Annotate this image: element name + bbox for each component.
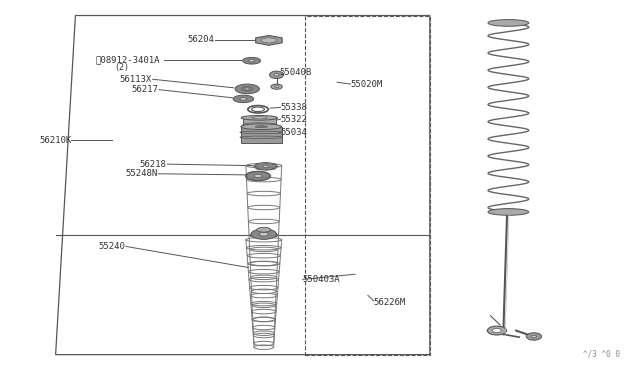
Ellipse shape — [244, 88, 250, 90]
Ellipse shape — [488, 20, 529, 26]
Ellipse shape — [241, 115, 278, 120]
Ellipse shape — [251, 229, 276, 239]
Text: 56113X: 56113X — [120, 75, 152, 84]
Text: 55338: 55338 — [280, 103, 307, 112]
Ellipse shape — [274, 74, 279, 76]
Ellipse shape — [233, 95, 253, 103]
Ellipse shape — [526, 333, 541, 340]
Ellipse shape — [241, 124, 282, 129]
Text: 55322: 55322 — [280, 115, 307, 124]
Text: 56210K: 56210K — [39, 136, 71, 145]
Text: 550403A: 550403A — [303, 275, 340, 284]
Text: ^/3 ^0 0: ^/3 ^0 0 — [583, 349, 620, 358]
Polygon shape — [241, 127, 282, 143]
Polygon shape — [255, 35, 282, 45]
Ellipse shape — [246, 171, 269, 180]
Ellipse shape — [531, 335, 536, 338]
Text: 56217: 56217 — [132, 85, 159, 94]
Ellipse shape — [488, 209, 529, 215]
Ellipse shape — [263, 166, 269, 167]
Text: 55020M: 55020M — [351, 80, 383, 89]
Ellipse shape — [252, 117, 267, 119]
Ellipse shape — [275, 86, 278, 87]
Text: ⓝ08912-3401A: ⓝ08912-3401A — [95, 55, 160, 64]
Ellipse shape — [254, 174, 262, 177]
Text: 55034: 55034 — [280, 128, 307, 137]
Polygon shape — [262, 38, 276, 43]
Text: 55248N: 55248N — [125, 169, 158, 178]
Text: 55040B: 55040B — [280, 68, 312, 77]
Text: 56204: 56204 — [188, 35, 214, 44]
Ellipse shape — [248, 60, 255, 62]
Ellipse shape — [243, 57, 260, 64]
Ellipse shape — [259, 232, 268, 236]
Ellipse shape — [235, 84, 259, 94]
Ellipse shape — [271, 84, 282, 89]
Ellipse shape — [257, 227, 271, 232]
Ellipse shape — [269, 71, 284, 78]
Ellipse shape — [487, 326, 506, 335]
Ellipse shape — [254, 163, 277, 170]
Ellipse shape — [492, 328, 501, 333]
Text: 56226M: 56226M — [374, 298, 406, 307]
Ellipse shape — [243, 123, 276, 126]
Text: 55240: 55240 — [99, 242, 125, 251]
Text: 56218: 56218 — [140, 160, 167, 169]
Text: (2): (2) — [115, 62, 129, 71]
Ellipse shape — [240, 97, 247, 100]
FancyBboxPatch shape — [243, 118, 276, 128]
Ellipse shape — [255, 126, 268, 128]
